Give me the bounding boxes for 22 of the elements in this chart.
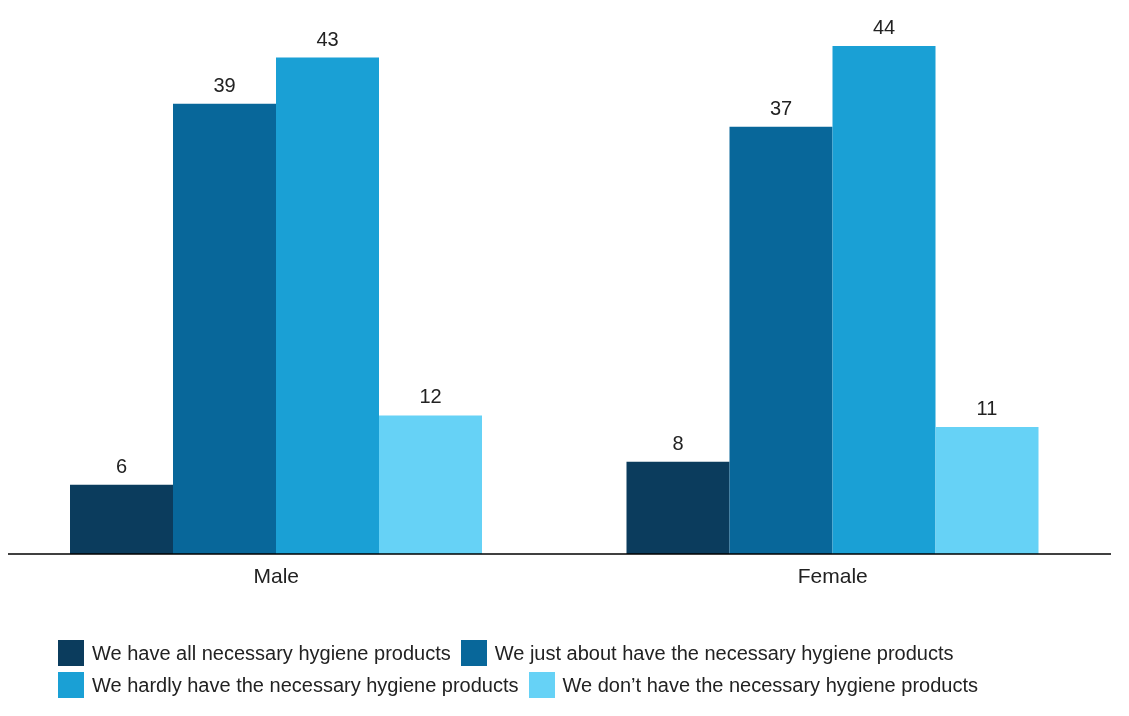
bar: [729, 126, 833, 554]
data-label: 39: [213, 73, 236, 96]
data-label: 12: [419, 385, 442, 408]
data-label: 11: [976, 397, 998, 419]
bar: [935, 427, 1039, 554]
data-label: 43: [316, 27, 339, 50]
bar: [832, 46, 936, 554]
legend-label: We have all necessary hygiene products: [91, 640, 451, 666]
data-label: 6: [115, 454, 128, 477]
data-label: 37: [769, 96, 793, 119]
bar: [70, 484, 173, 554]
bar: [173, 103, 276, 554]
bar: [379, 415, 482, 554]
x-tick-label: Male: [253, 563, 300, 587]
bar: [276, 57, 379, 554]
x-tick-label: Female: [797, 563, 868, 587]
legend-label: We just about have the necessary hygiene products: [493, 640, 954, 666]
legend-label: We hardly have the necessary hygiene products: [91, 672, 519, 698]
bar: [626, 461, 730, 554]
legend-label: We don’t have the necessary hygiene products: [561, 672, 978, 698]
data-label: 8: [672, 431, 684, 454]
data-label: 44: [872, 16, 896, 38]
